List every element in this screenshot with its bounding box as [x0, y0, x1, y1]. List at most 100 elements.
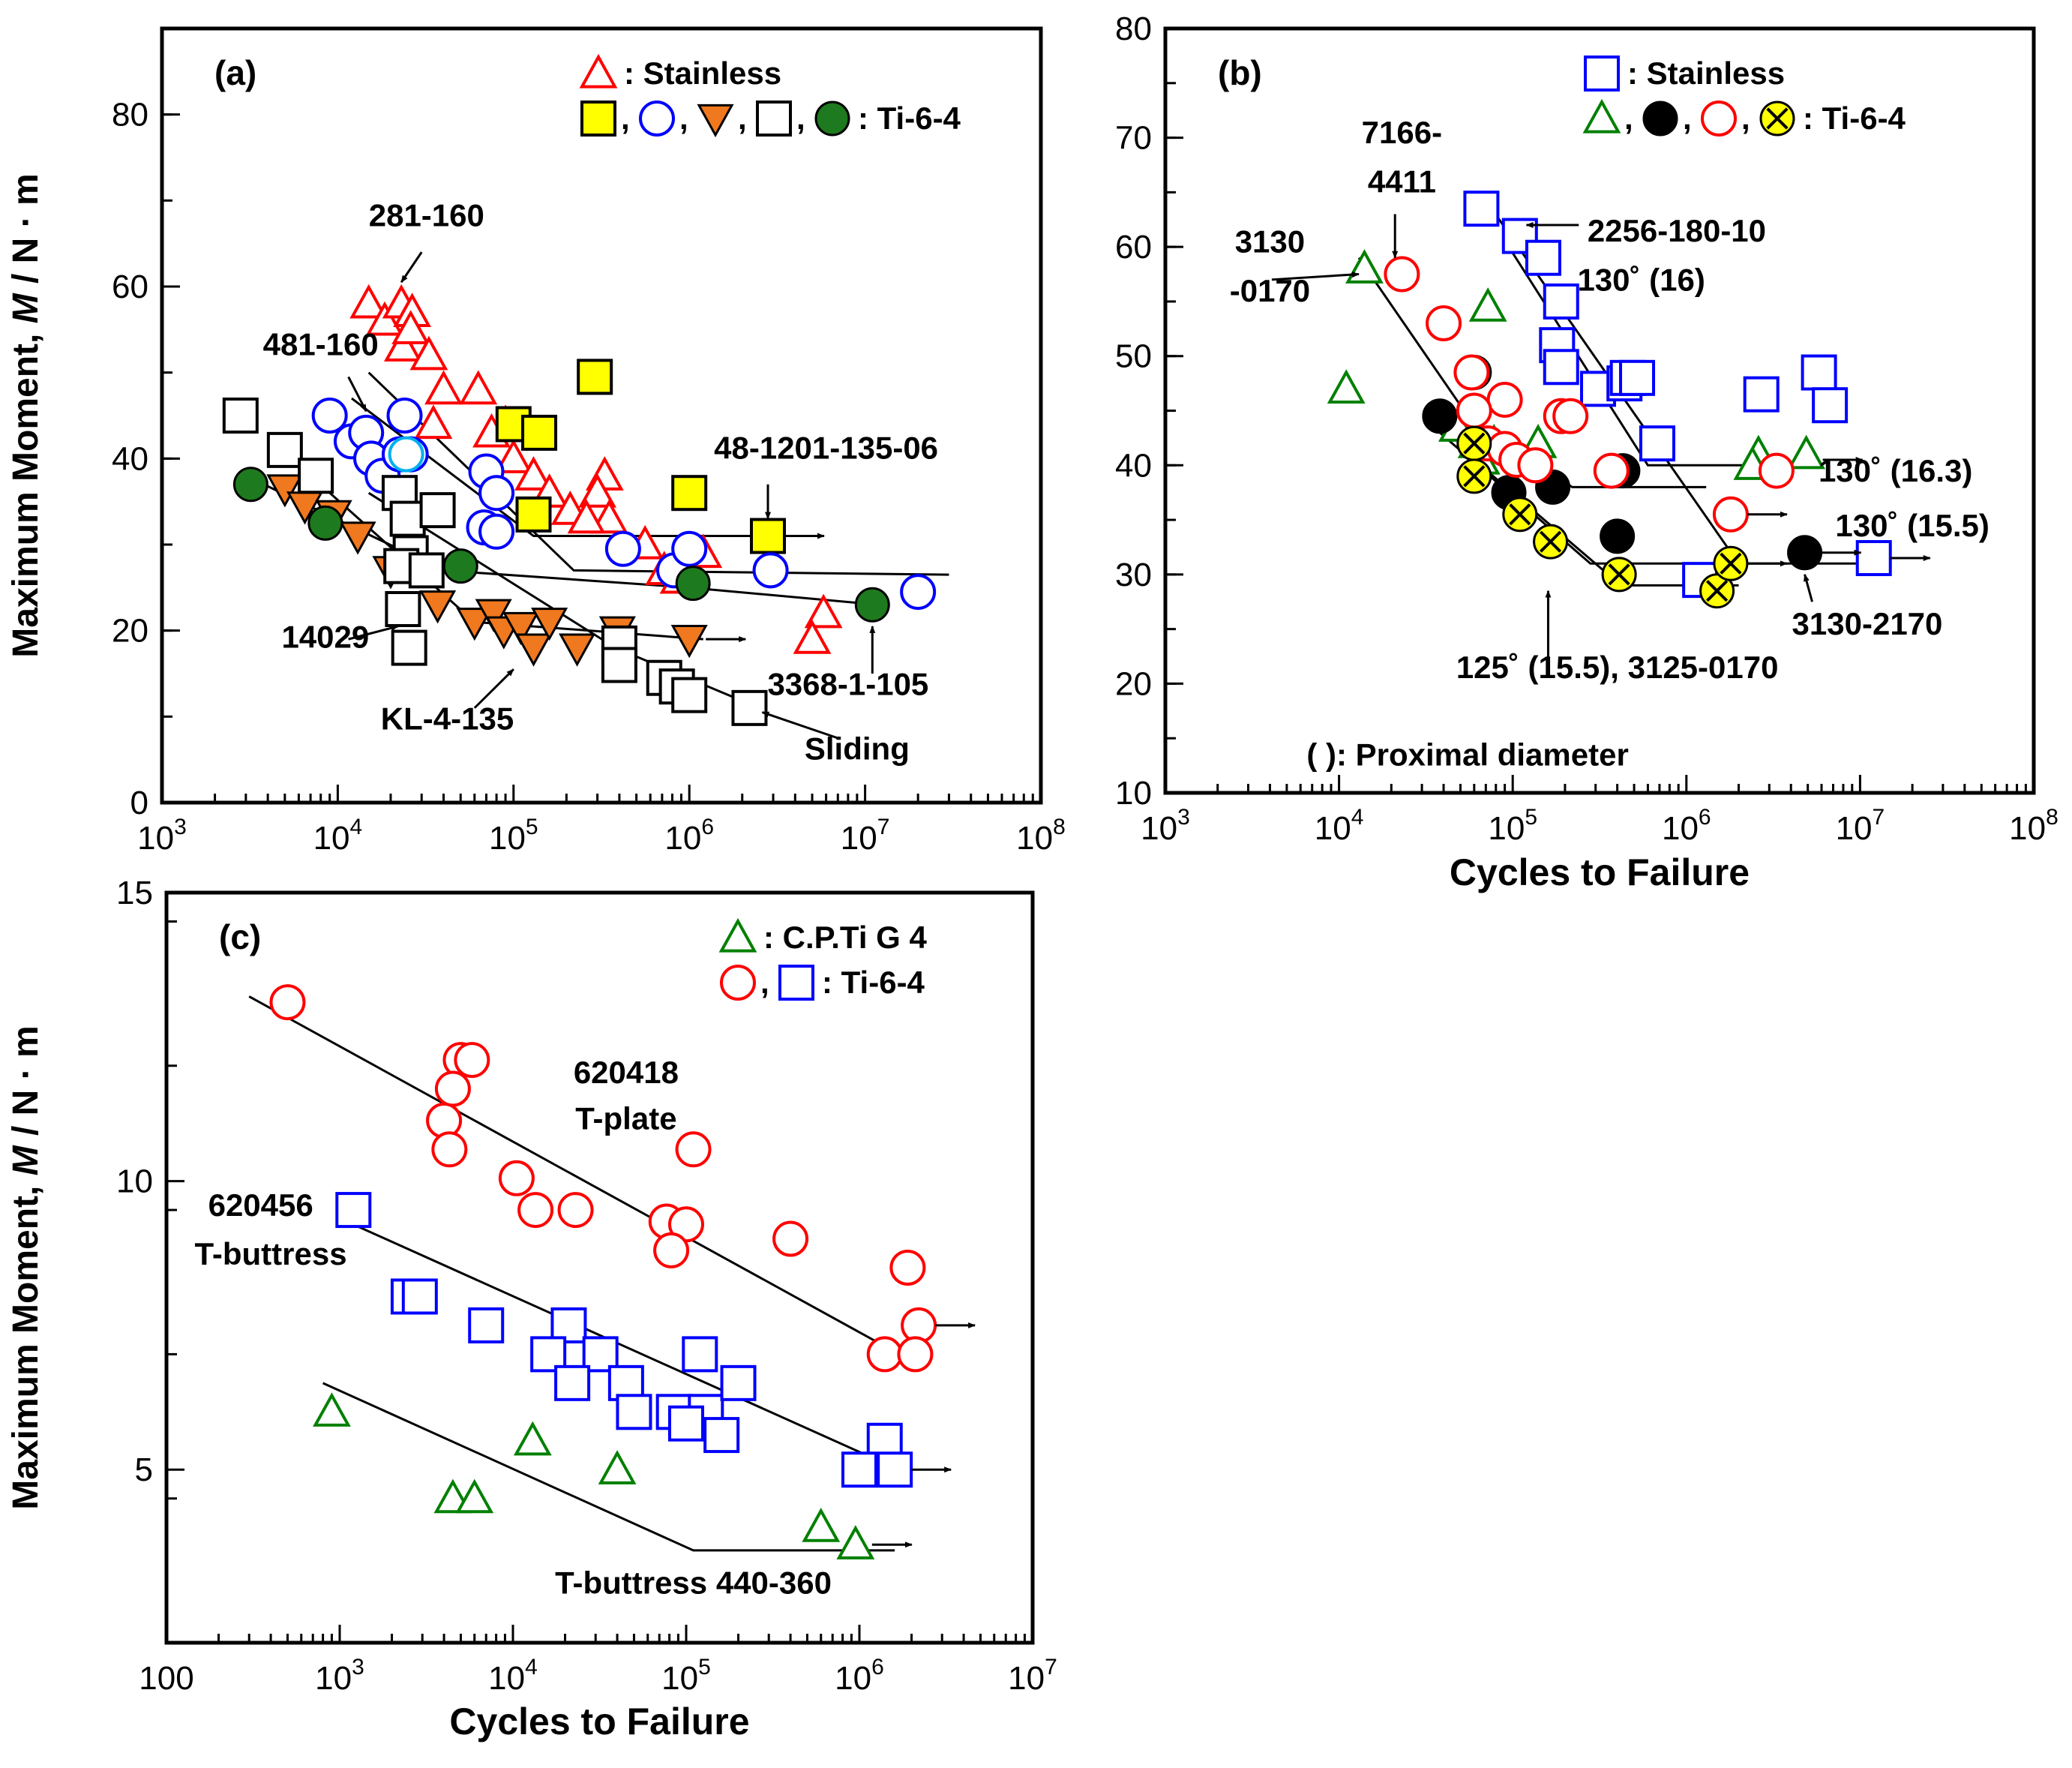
x-tick-label: 106 — [835, 1655, 884, 1697]
data-point — [426, 1102, 463, 1139]
data-point — [1639, 425, 1676, 462]
legend-label: : Stainless — [624, 56, 781, 91]
x-tick-label: 103 — [1141, 805, 1190, 847]
data-point — [409, 335, 448, 371]
legend-entry: : Stainless — [1584, 56, 1785, 92]
data-point — [517, 1192, 554, 1229]
data-point — [675, 566, 711, 602]
annotation-label: 4411 — [1368, 164, 1436, 199]
data-point — [793, 620, 832, 654]
chart-panel-b: 103 104 105 106 107 108 10 20 30 40 50 60 70 80 Cycles… — [1115, 11, 2059, 893]
data-point — [307, 505, 343, 541]
legend-marker — [697, 104, 734, 138]
data-point — [1426, 305, 1462, 342]
data-point — [731, 689, 768, 726]
legend-marker — [580, 101, 616, 137]
x-tick-label: 107 — [841, 815, 890, 857]
annotation-arrow — [347, 376, 367, 413]
legend-marker — [814, 101, 850, 137]
data-point — [419, 590, 457, 624]
annotation-label: 2256-180-10 — [1588, 213, 1766, 248]
data-point — [530, 1336, 567, 1373]
data-point — [554, 1364, 591, 1401]
data-point — [841, 1451, 877, 1488]
data-point — [1543, 349, 1579, 386]
data-point — [434, 1070, 471, 1107]
annotation-label: 14029 — [281, 620, 369, 655]
y-tick-label: 80 — [1115, 11, 1152, 47]
data-point — [468, 1307, 505, 1343]
legend-marker — [778, 965, 814, 1001]
series — [335, 1192, 952, 1488]
y-tick-label: 50 — [1115, 338, 1152, 375]
data-point — [1502, 497, 1538, 533]
legend-separator: , — [679, 101, 688, 136]
data-point — [1758, 452, 1795, 489]
data-point — [653, 1232, 690, 1268]
data-point — [1384, 256, 1420, 293]
series — [313, 1392, 913, 1559]
annotation-label: T-buttress — [195, 1236, 347, 1271]
data-point — [670, 625, 708, 659]
annotation-label: 125˚ (15.5), 3125-0170 — [1456, 650, 1779, 685]
series — [269, 984, 976, 1373]
data-point — [559, 633, 596, 667]
y-tick-label: 30 — [1115, 557, 1152, 593]
data-point — [877, 1451, 913, 1488]
legend-marker — [579, 53, 618, 89]
plot-frame — [164, 890, 1035, 1645]
data-point — [598, 1450, 637, 1484]
data-point — [494, 439, 533, 473]
x-tick-label: 108 — [1016, 815, 1066, 857]
data-point — [419, 492, 456, 529]
data-point — [531, 608, 568, 641]
legend-marker — [1642, 101, 1678, 137]
x-tick-label: 108 — [2009, 805, 2059, 847]
data-point — [269, 984, 306, 1021]
data-point — [866, 1336, 903, 1373]
data-point — [1855, 540, 1892, 577]
annotation-arrow — [1804, 573, 1813, 602]
annotation-label: KL-4-135 — [381, 701, 514, 737]
data-point — [1712, 496, 1749, 533]
data-point — [1593, 452, 1630, 489]
data-point — [1552, 398, 1589, 434]
data-point — [514, 633, 553, 667]
data-point — [442, 548, 478, 584]
legend-marker — [1582, 98, 1621, 134]
data-point — [459, 370, 498, 405]
data-point — [1801, 354, 1837, 391]
data-point — [720, 1364, 757, 1401]
y-tick-label: 0 — [130, 785, 148, 821]
annotation-label: 48-1201-135-06 — [714, 430, 938, 465]
series — [232, 467, 890, 623]
series — [1384, 256, 1795, 533]
data-point — [514, 456, 553, 491]
data-point — [232, 467, 268, 503]
data-point — [383, 327, 422, 362]
panel-label: (b) — [1218, 53, 1262, 92]
legend-entry: : C.P.Ti G 4 — [718, 917, 927, 955]
series — [495, 359, 826, 554]
data-point — [385, 591, 421, 627]
data-point — [1601, 557, 1637, 593]
data-point — [311, 398, 348, 434]
data-point — [1345, 249, 1384, 284]
y-axis-label: Maximum Moment, M / N · m — [6, 173, 46, 657]
x-axis-label: Cycles to Failure — [1450, 851, 1750, 893]
legend-marker — [1759, 101, 1795, 137]
x-tick-label: 105 — [489, 815, 538, 857]
y-tick-label: 40 — [112, 440, 148, 477]
x-tick-label: 107 — [1836, 805, 1885, 847]
x-tick-label: 104 — [313, 815, 363, 857]
data-point — [1463, 191, 1500, 227]
x-axis-label: Cycles to Failure — [449, 1700, 749, 1742]
x-tick-label: 105 — [661, 1655, 711, 1697]
data-point — [802, 1508, 841, 1542]
x-tick-label: 100 — [139, 1660, 193, 1697]
annotation-arrow — [761, 711, 838, 740]
x-tick-label: 107 — [1008, 1655, 1057, 1697]
legend-separator: , — [1683, 101, 1692, 136]
data-point — [1327, 369, 1366, 404]
data-point — [1619, 359, 1656, 396]
